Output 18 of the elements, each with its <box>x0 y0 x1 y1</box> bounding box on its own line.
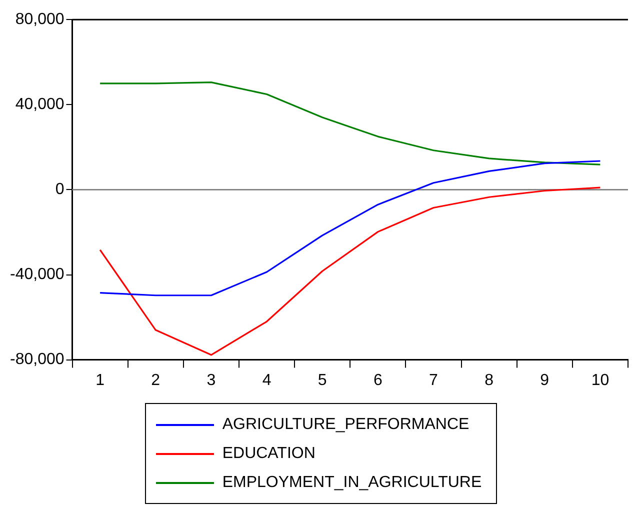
legend-label: EMPLOYMENT_IN_AGRICULTURE <box>222 474 482 492</box>
y-tick-label: -40,000 <box>10 266 64 284</box>
x-tick-label: 9 <box>540 372 550 389</box>
y-tick-label: 0 <box>55 181 64 198</box>
x-tick-label: 4 <box>262 372 272 389</box>
x-tick-label: 3 <box>206 372 216 389</box>
y-tick-label: 80,000 <box>15 11 64 28</box>
x-tick-label: 1 <box>96 372 105 389</box>
y-tick-label: 40,000 <box>15 96 64 114</box>
x-tick-label: 2 <box>151 372 160 389</box>
x-tick-label: 10 <box>591 372 610 389</box>
x-tick-label: 7 <box>429 372 438 389</box>
legend-label: AGRICULTURE_PERFORMANCE <box>222 416 470 434</box>
x-tick-label: 6 <box>373 372 382 389</box>
y-tick-label: -80,000 <box>10 351 64 368</box>
legend-label: EDUCATION <box>222 444 316 462</box>
x-tick-label: 8 <box>484 372 494 389</box>
x-tick-label: 5 <box>318 372 327 389</box>
